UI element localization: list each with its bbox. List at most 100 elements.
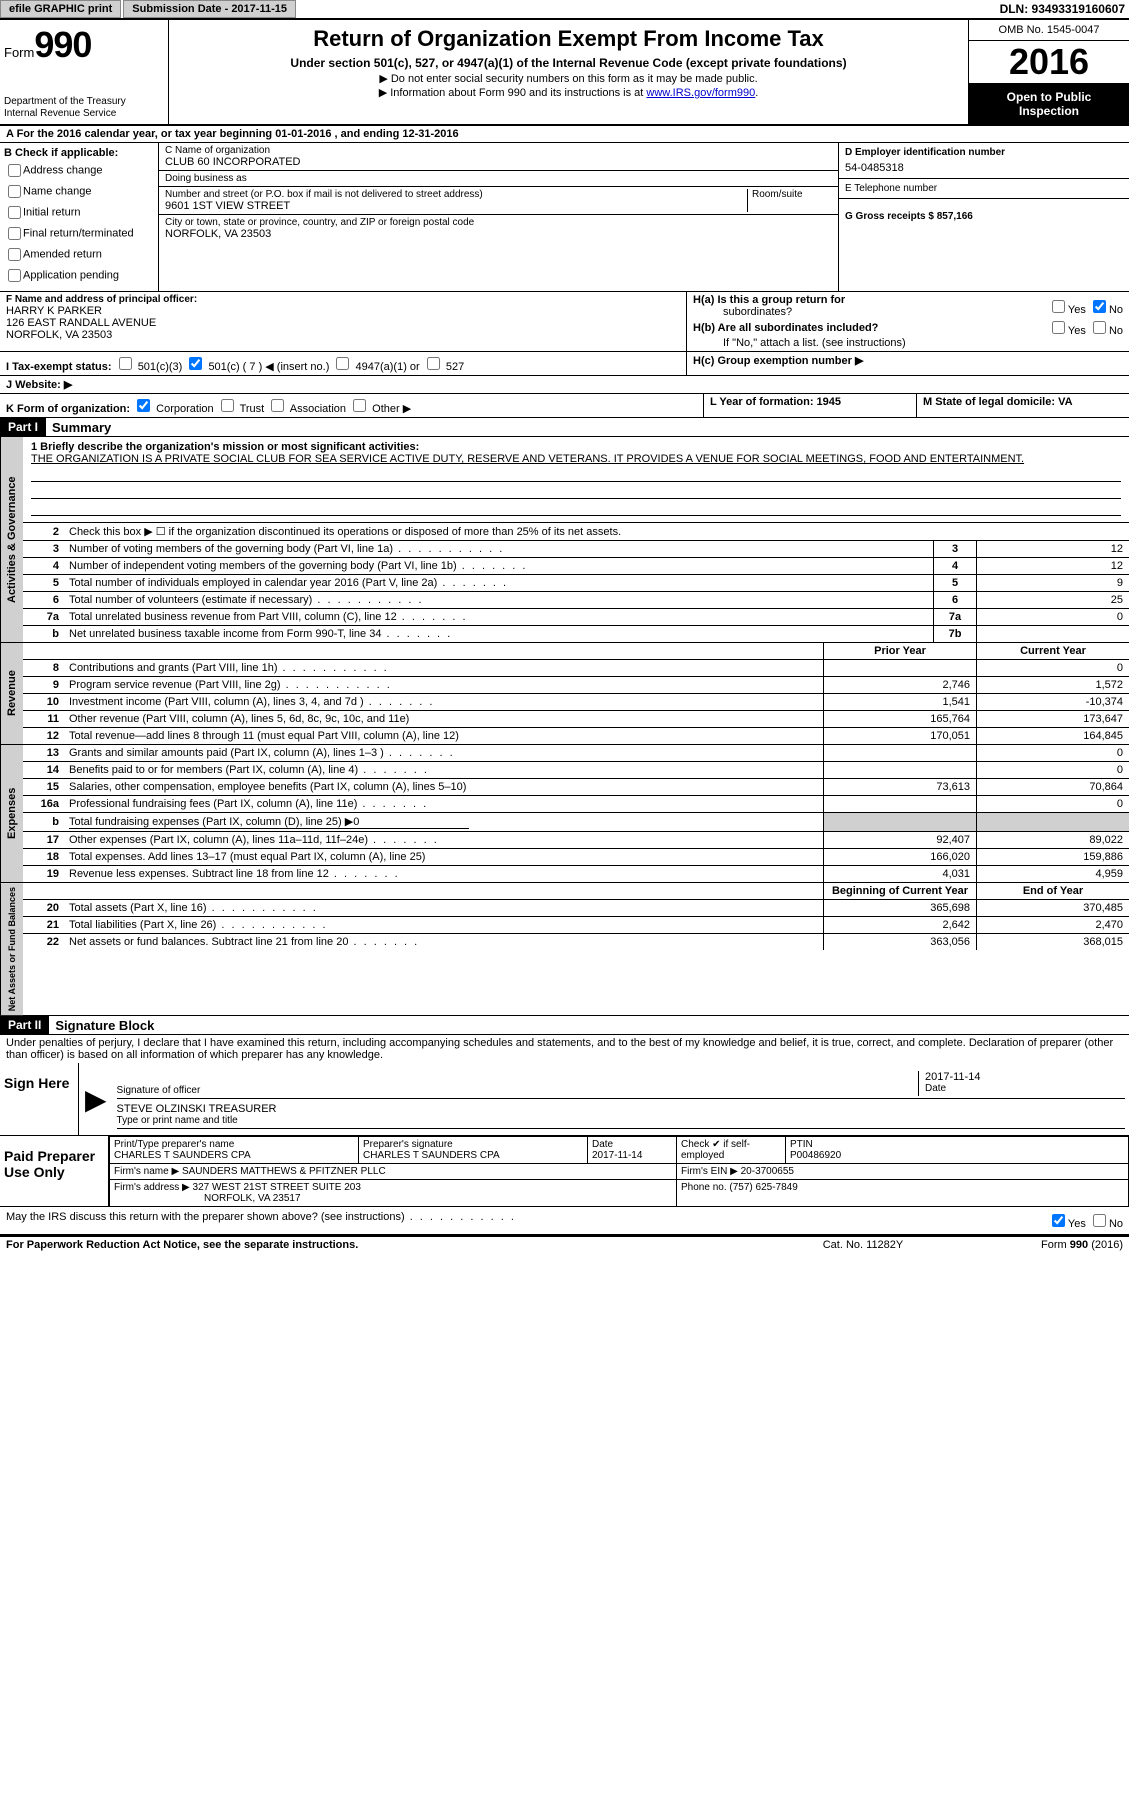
table-row: 21Total liabilities (Part X, line 26)2,6… — [23, 917, 1129, 934]
g-gross-receipts: G Gross receipts $ 857,166 — [845, 203, 1123, 222]
ha-label: H(a) Is this a group return for — [693, 294, 845, 306]
chk-ha-yes[interactable] — [1052, 300, 1065, 313]
col-c-org-info: C Name of organization CLUB 60 INCORPORA… — [159, 143, 838, 291]
prep-name: CHARLES T SAUNDERS CPA — [114, 1150, 354, 1161]
chk-501c3[interactable] — [119, 357, 132, 370]
revenue-section: Revenue Prior Year Current Year 8Contrib… — [0, 643, 1129, 745]
table-row: bNet unrelated business taxable income f… — [23, 626, 1129, 643]
chk-final-return[interactable] — [8, 227, 21, 240]
table-row: 5Total number of individuals employed in… — [23, 575, 1129, 592]
line-2: 2 Check this box ▶ ☐ if the organization… — [23, 523, 1129, 541]
type-name-label: Type or print name and title — [117, 1115, 1125, 1126]
dept-line1: Department of the Treasury — [4, 96, 164, 108]
vtab-expenses: Expenses — [0, 745, 23, 882]
table-row: bTotal fundraising expenses (Part IX, co… — [23, 813, 1129, 832]
firm-ein: 20-3700655 — [741, 1166, 794, 1177]
ptin-value: P00486920 — [790, 1150, 1124, 1161]
signature-declaration: Under penalties of perjury, I declare th… — [0, 1035, 1129, 1063]
form-subtitle: Under section 501(c), 527, or 4947(a)(1)… — [177, 56, 960, 70]
governance-table: 2 Check this box ▶ ☐ if the organization… — [23, 522, 1129, 642]
table-row: 18Total expenses. Add lines 13–17 (must … — [23, 849, 1129, 866]
table-row: 10Investment income (Part VIII, column (… — [23, 694, 1129, 711]
note-info: ▶ Information about Form 990 and its ins… — [177, 86, 960, 99]
b-label: B Check if applicable: — [4, 147, 154, 159]
paid-preparer-block: Paid Preparer Use Only Print/Type prepar… — [0, 1136, 1129, 1207]
chk-initial-return[interactable] — [8, 206, 21, 219]
form-label: Form990 — [4, 24, 164, 66]
table-row: 9Program service revenue (Part VIII, lin… — [23, 677, 1129, 694]
prep-sig: CHARLES T SAUNDERS CPA — [363, 1150, 583, 1161]
lbl-501c: 501(c) ( 7 ) ◀ (insert no.) — [208, 361, 329, 373]
hdr-end: End of Year — [977, 883, 1129, 900]
officer-addr2: NORFOLK, VA 23503 — [6, 329, 680, 341]
mission-label: 1 Briefly describe the organization's mi… — [31, 441, 1121, 453]
irs-link[interactable]: www.IRS.gov/form990 — [646, 87, 755, 99]
form-number: 990 — [34, 24, 91, 65]
line4-desc: Number of independent voting members of … — [63, 558, 934, 575]
line2-text: Check this box ▶ ☐ if the organization d… — [63, 523, 1129, 541]
chk-corp[interactable] — [137, 399, 150, 412]
chk-4947[interactable] — [336, 357, 349, 370]
dba-label: Doing business as — [165, 173, 832, 184]
dept-line2: Internal Revenue Service — [4, 108, 164, 120]
chk-527[interactable] — [427, 357, 440, 370]
chk-discuss-yes[interactable] — [1052, 1214, 1065, 1227]
table-row: 7aTotal unrelated business revenue from … — [23, 609, 1129, 626]
row-j: J Website: ▶ — [0, 376, 1129, 394]
expenses-section: Expenses 13Grants and similar amounts pa… — [0, 745, 1129, 883]
part1-title: Summary — [46, 420, 111, 435]
phone-label: Phone no. — [681, 1182, 727, 1193]
ptin-label: PTIN — [790, 1139, 1124, 1150]
firm-addr-label: Firm's address ▶ — [114, 1182, 190, 1193]
row-klm: K Form of organization: Corporation Trus… — [0, 394, 1129, 418]
prep-sig-label: Preparer's signature — [363, 1139, 583, 1150]
sign-here-block: Sign Here ▶ Signature of officer 2017-11… — [0, 1063, 1129, 1136]
chk-501c[interactable] — [189, 357, 202, 370]
table-row: Firm's address ▶ 327 WEST 21ST STREET SU… — [110, 1180, 1129, 1207]
chk-trust[interactable] — [221, 399, 234, 412]
footer-pra: For Paperwork Reduction Act Notice, see … — [6, 1239, 763, 1251]
chk-other[interactable] — [353, 399, 366, 412]
chk-amended[interactable] — [8, 248, 21, 261]
open-to-public: Open to Public Inspection — [969, 84, 1129, 124]
chk-discuss-no[interactable] — [1093, 1214, 1106, 1227]
chk-hb-no[interactable] — [1093, 321, 1106, 334]
discuss-question: May the IRS discuss this return with the… — [6, 1211, 1048, 1230]
dln: DLN: 93493319160607 — [1000, 2, 1129, 16]
chk-address-change[interactable] — [8, 164, 21, 177]
lbl-final-return: Final return/terminated — [23, 227, 134, 239]
activities-governance-section: Activities & Governance 1 Briefly descri… — [0, 437, 1129, 643]
vtab-netassets: Net Assets or Fund Balances — [0, 883, 23, 1015]
i-label: I Tax-exempt status: — [6, 361, 112, 373]
firm-addr1: 327 WEST 21ST STREET SUITE 203 — [193, 1182, 361, 1193]
chk-name-change[interactable] — [8, 185, 21, 198]
table-row: 15Salaries, other compensation, employee… — [23, 779, 1129, 796]
sig-officer-label: Signature of officer — [117, 1085, 918, 1096]
line5-val: 9 — [977, 575, 1129, 592]
hc-label: H(c) Group exemption number ▶ — [687, 352, 1129, 375]
table-row: 13Grants and similar amounts paid (Part … — [23, 745, 1129, 762]
col-b-checkboxes: B Check if applicable: Address change Na… — [0, 143, 159, 291]
chk-ha-no[interactable] — [1093, 300, 1106, 313]
lbl-corp: Corporation — [156, 403, 213, 415]
note-ssn: ▶ Do not enter social security numbers o… — [177, 72, 960, 85]
hb-note: If "No," attach a list. (see instruction… — [693, 337, 1123, 349]
table-row: 4Number of independent voting members of… — [23, 558, 1129, 575]
chk-assoc[interactable] — [271, 399, 284, 412]
footer: For Paperwork Reduction Act Notice, see … — [0, 1235, 1129, 1253]
chk-app-pending[interactable] — [8, 269, 21, 282]
vtab-governance: Activities & Governance — [0, 437, 23, 642]
preparer-table: Print/Type preparer's nameCHARLES T SAUN… — [109, 1136, 1129, 1206]
efile-print-button[interactable]: efile GRAPHIC print — [0, 0, 121, 18]
d-ein-label: D Employer identification number — [845, 147, 1123, 158]
lbl-assoc: Association — [290, 403, 346, 415]
paid-preparer-label: Paid Preparer Use Only — [0, 1136, 109, 1206]
lbl-501c3: 501(c)(3) — [138, 361, 183, 373]
part1-header-row: Part I Summary — [0, 418, 1129, 437]
chk-hb-yes[interactable] — [1052, 321, 1065, 334]
part2-badge: Part II — [0, 1016, 49, 1034]
firm-name-label: Firm's name ▶ — [114, 1166, 179, 1177]
lbl-527: 527 — [446, 361, 464, 373]
mission-text: THE ORGANIZATION IS A PRIVATE SOCIAL CLU… — [31, 453, 1121, 465]
lbl-discuss-no: No — [1109, 1218, 1123, 1230]
